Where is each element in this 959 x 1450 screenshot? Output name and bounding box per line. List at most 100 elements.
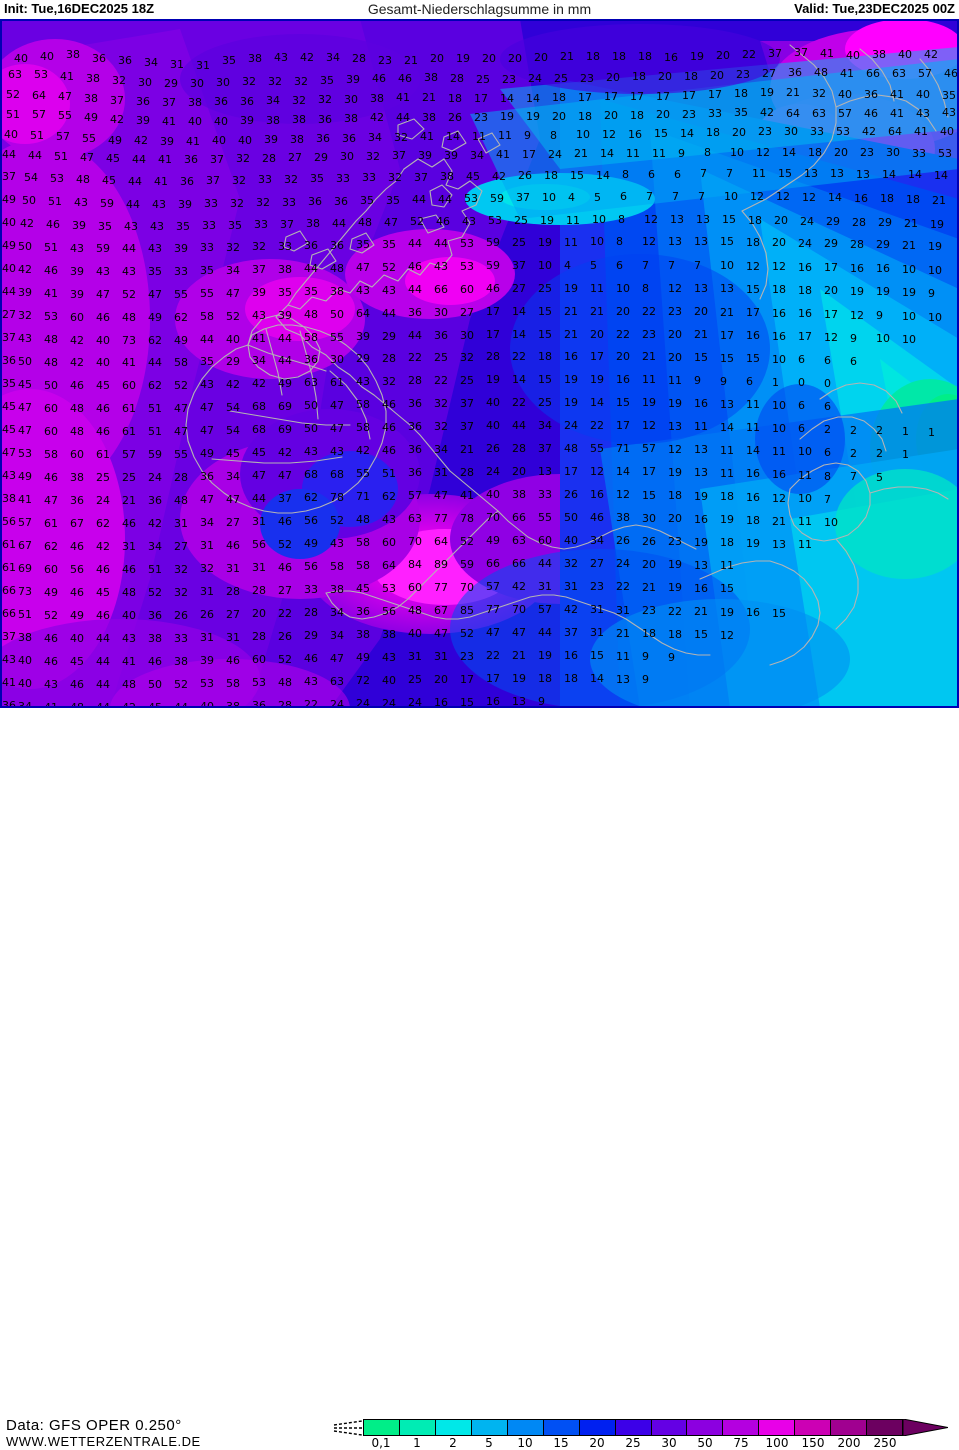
colorbar-segment[interactable] — [723, 1420, 760, 1435]
grid-value: 5 — [594, 191, 601, 204]
grid-value: 67 — [70, 517, 84, 530]
grid-value: 66 — [866, 67, 880, 80]
grid-value: 47 — [200, 493, 214, 506]
grid-value: 40 — [916, 88, 930, 101]
grid-value: 38 — [292, 113, 306, 126]
grid-value: 42 — [96, 540, 110, 553]
grid-value: 18 — [684, 70, 698, 83]
grid-value: 20 — [508, 52, 522, 65]
grid-value: 16 — [694, 582, 708, 595]
grid-value: 26 — [200, 608, 214, 621]
grid-value: 43 — [200, 378, 214, 391]
grid-value: 26 — [642, 535, 656, 548]
grid-value: 40 — [486, 419, 500, 432]
grid-value: 44 — [96, 701, 110, 708]
grid-value: 30 — [330, 353, 344, 366]
grid-value: 17 — [682, 89, 696, 102]
grid-value: 69 — [278, 423, 292, 436]
grid-value: 24 — [486, 465, 500, 478]
grid-value: 34 — [226, 264, 240, 277]
grid-value: 2 — [850, 447, 857, 460]
grid-value: 47 — [18, 401, 32, 414]
colorbar-segment[interactable] — [651, 1420, 688, 1435]
grid-value: 33 — [336, 172, 350, 185]
grid-value: 63 — [8, 68, 22, 81]
grid-value: 41 — [44, 287, 58, 300]
grid-value: 34 — [144, 56, 158, 69]
grid-value: 17 — [486, 672, 500, 685]
colorbar-segment[interactable] — [795, 1420, 832, 1435]
grid-value: 46 — [408, 260, 422, 273]
grid-value: 43 — [274, 51, 288, 64]
grid-value: 45 — [466, 170, 480, 183]
grid-value: 50 — [44, 379, 58, 392]
colorbar-tick-label: 2 — [449, 1436, 457, 1450]
grid-value: 15 — [746, 352, 760, 365]
grid-value: 85 — [460, 604, 474, 617]
grid-value: 18 — [720, 490, 734, 503]
grid-value: 38 — [440, 170, 454, 183]
colorbar-segment[interactable] — [471, 1420, 508, 1435]
grid-value: 32 — [18, 309, 32, 322]
grid-value: 60 — [538, 534, 552, 547]
grid-value: 36 — [148, 609, 162, 622]
grid-value: 35 — [200, 355, 214, 368]
grid-value: 63 — [304, 376, 318, 389]
colorbar-segment[interactable] — [831, 1420, 868, 1435]
grid-value: 33 — [258, 173, 272, 186]
grid-value: 20 — [590, 328, 604, 341]
grid-value: 51 — [148, 425, 162, 438]
colorbar-segment[interactable] — [543, 1420, 580, 1435]
colorbar-segment[interactable] — [759, 1420, 796, 1435]
grid-value: 43 — [122, 632, 136, 645]
footer-bar: Data: GFS OPER 0.250° WWW.WETTERZENTRALE… — [0, 708, 959, 1450]
grid-value: 42 — [512, 580, 526, 593]
grid-value: 41 — [122, 356, 136, 369]
grid-value: 12 — [616, 488, 630, 501]
grid-value: 35 — [176, 220, 190, 233]
colorbar-segment[interactable] — [399, 1420, 436, 1435]
grid-value: 53 — [34, 68, 48, 81]
colorbar-segment[interactable] — [687, 1420, 724, 1435]
grid-value: 60 — [460, 283, 474, 296]
grid-value: 57 — [408, 489, 422, 502]
grid-value: 9 — [928, 287, 935, 300]
grid-value: 40 — [2, 262, 16, 275]
colorbar-segment[interactable] — [579, 1420, 616, 1435]
grid-value: 27 — [460, 306, 474, 319]
grid-value: 32 — [200, 562, 214, 575]
header-bar: Init: Tue,16DEC2025 18Z Gesamt-Niedersch… — [0, 0, 959, 19]
colorbar[interactable] — [363, 1419, 903, 1436]
grid-value: 14 — [746, 444, 760, 457]
grid-value: 43 — [74, 196, 88, 209]
colorbar-segment[interactable] — [507, 1420, 544, 1435]
grid-value: 11 — [472, 130, 486, 143]
grid-value: 19 — [930, 218, 944, 231]
grid-value: 46 — [944, 67, 958, 80]
precipitation-map[interactable]: 40 40 38 36 36 34 31 31 35 38 43 42 34 28 23 21 20 19 20 20… — [0, 19, 959, 708]
grid-value: 46 — [44, 632, 58, 645]
grid-value: 45 — [226, 447, 240, 460]
grid-value: 48 — [70, 425, 84, 438]
colorbar-segment[interactable] — [867, 1420, 903, 1435]
grid-value: 38 — [370, 92, 384, 105]
grid-value: 15 — [616, 396, 630, 409]
grid-value: 12 — [746, 260, 760, 273]
grid-value: 11 — [616, 650, 630, 663]
grid-value: 32 — [394, 131, 408, 144]
colorbar-segment[interactable] — [615, 1420, 652, 1435]
grid-value: 38 — [66, 48, 80, 61]
grid-value: 44 — [538, 626, 552, 639]
grid-value: 39 — [72, 219, 86, 232]
grid-value: 14 — [596, 169, 610, 182]
grid-value: 40 — [2, 216, 16, 229]
grid-value: 29 — [876, 238, 890, 251]
grid-value: 41 — [820, 47, 834, 60]
grid-value: 46 — [96, 425, 110, 438]
colorbar-segment[interactable] — [435, 1420, 472, 1435]
colorbar-segment[interactable] — [364, 1420, 400, 1435]
grid-value: 42 — [110, 113, 124, 126]
grid-value: 45 — [70, 655, 84, 668]
grid-value: 48 — [70, 402, 84, 415]
grid-value: 33 — [362, 171, 376, 184]
